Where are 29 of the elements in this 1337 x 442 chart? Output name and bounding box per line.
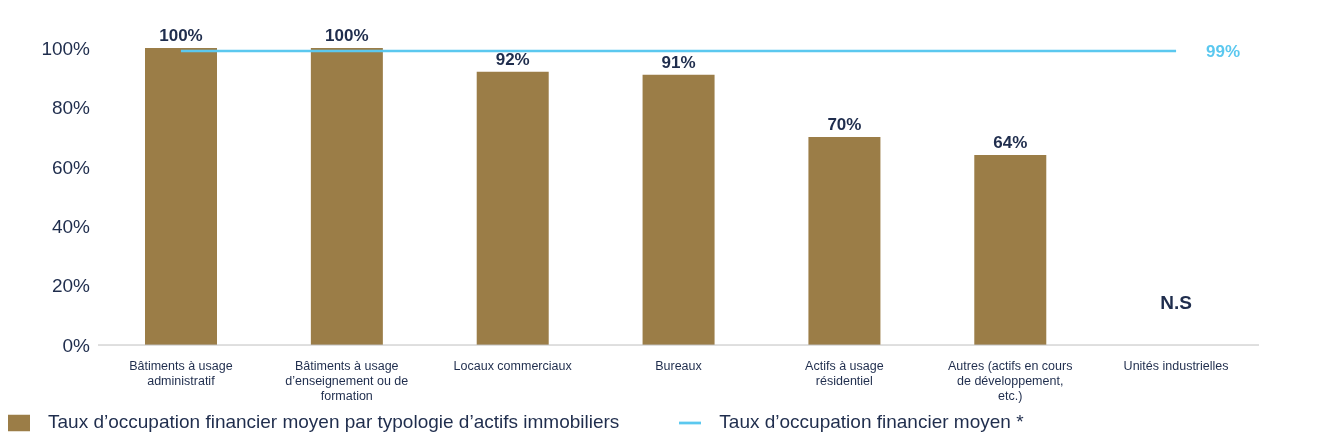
data-label: 92% — [495, 49, 530, 69]
bar — [974, 154, 1047, 346]
y-tick-label: 0% — [62, 334, 91, 356]
text: N.S — [1160, 292, 1192, 314]
data-label: 100% — [159, 26, 203, 45]
bar — [642, 74, 715, 346]
legend-label: Taux d’occupation financier moyen * — [719, 411, 1024, 433]
bar — [145, 48, 217, 346]
data-label: 100% — [325, 26, 369, 45]
y-tick-label: 100% — [41, 37, 91, 59]
y-tick-label: 80% — [51, 97, 91, 119]
y-tick-label: 60% — [51, 156, 91, 178]
x-tick-label: Autres (actifs en cours de développement, etc.) — [948, 358, 1073, 403]
data-label: 70% — [827, 115, 862, 135]
x-tick-label: Actifs à usage résidentiel — [805, 358, 884, 388]
bar — [476, 71, 549, 346]
bar — [808, 137, 881, 346]
x-tick-label: Bâtiments à usage administratif — [129, 358, 233, 388]
legend-label: Taux d’occupation financier moyen par typologie d’actifs immobiliers — [48, 411, 620, 433]
x-tick-label: Locaux commerciaux — [453, 358, 573, 373]
x-tick-label: Bureaux — [655, 358, 703, 373]
data-label: 99% — [1206, 41, 1241, 61]
x-tick-label: Bâtiments à usage d’enseignement ou de formation — [285, 358, 409, 403]
y-tick-label: 40% — [51, 215, 91, 237]
bar — [310, 48, 383, 346]
data-label: 64% — [993, 132, 1028, 152]
data-label: 91% — [661, 52, 696, 72]
y-tick-label: 20% — [51, 275, 91, 297]
x-tick-label: Unités industrielles — [1123, 358, 1229, 373]
